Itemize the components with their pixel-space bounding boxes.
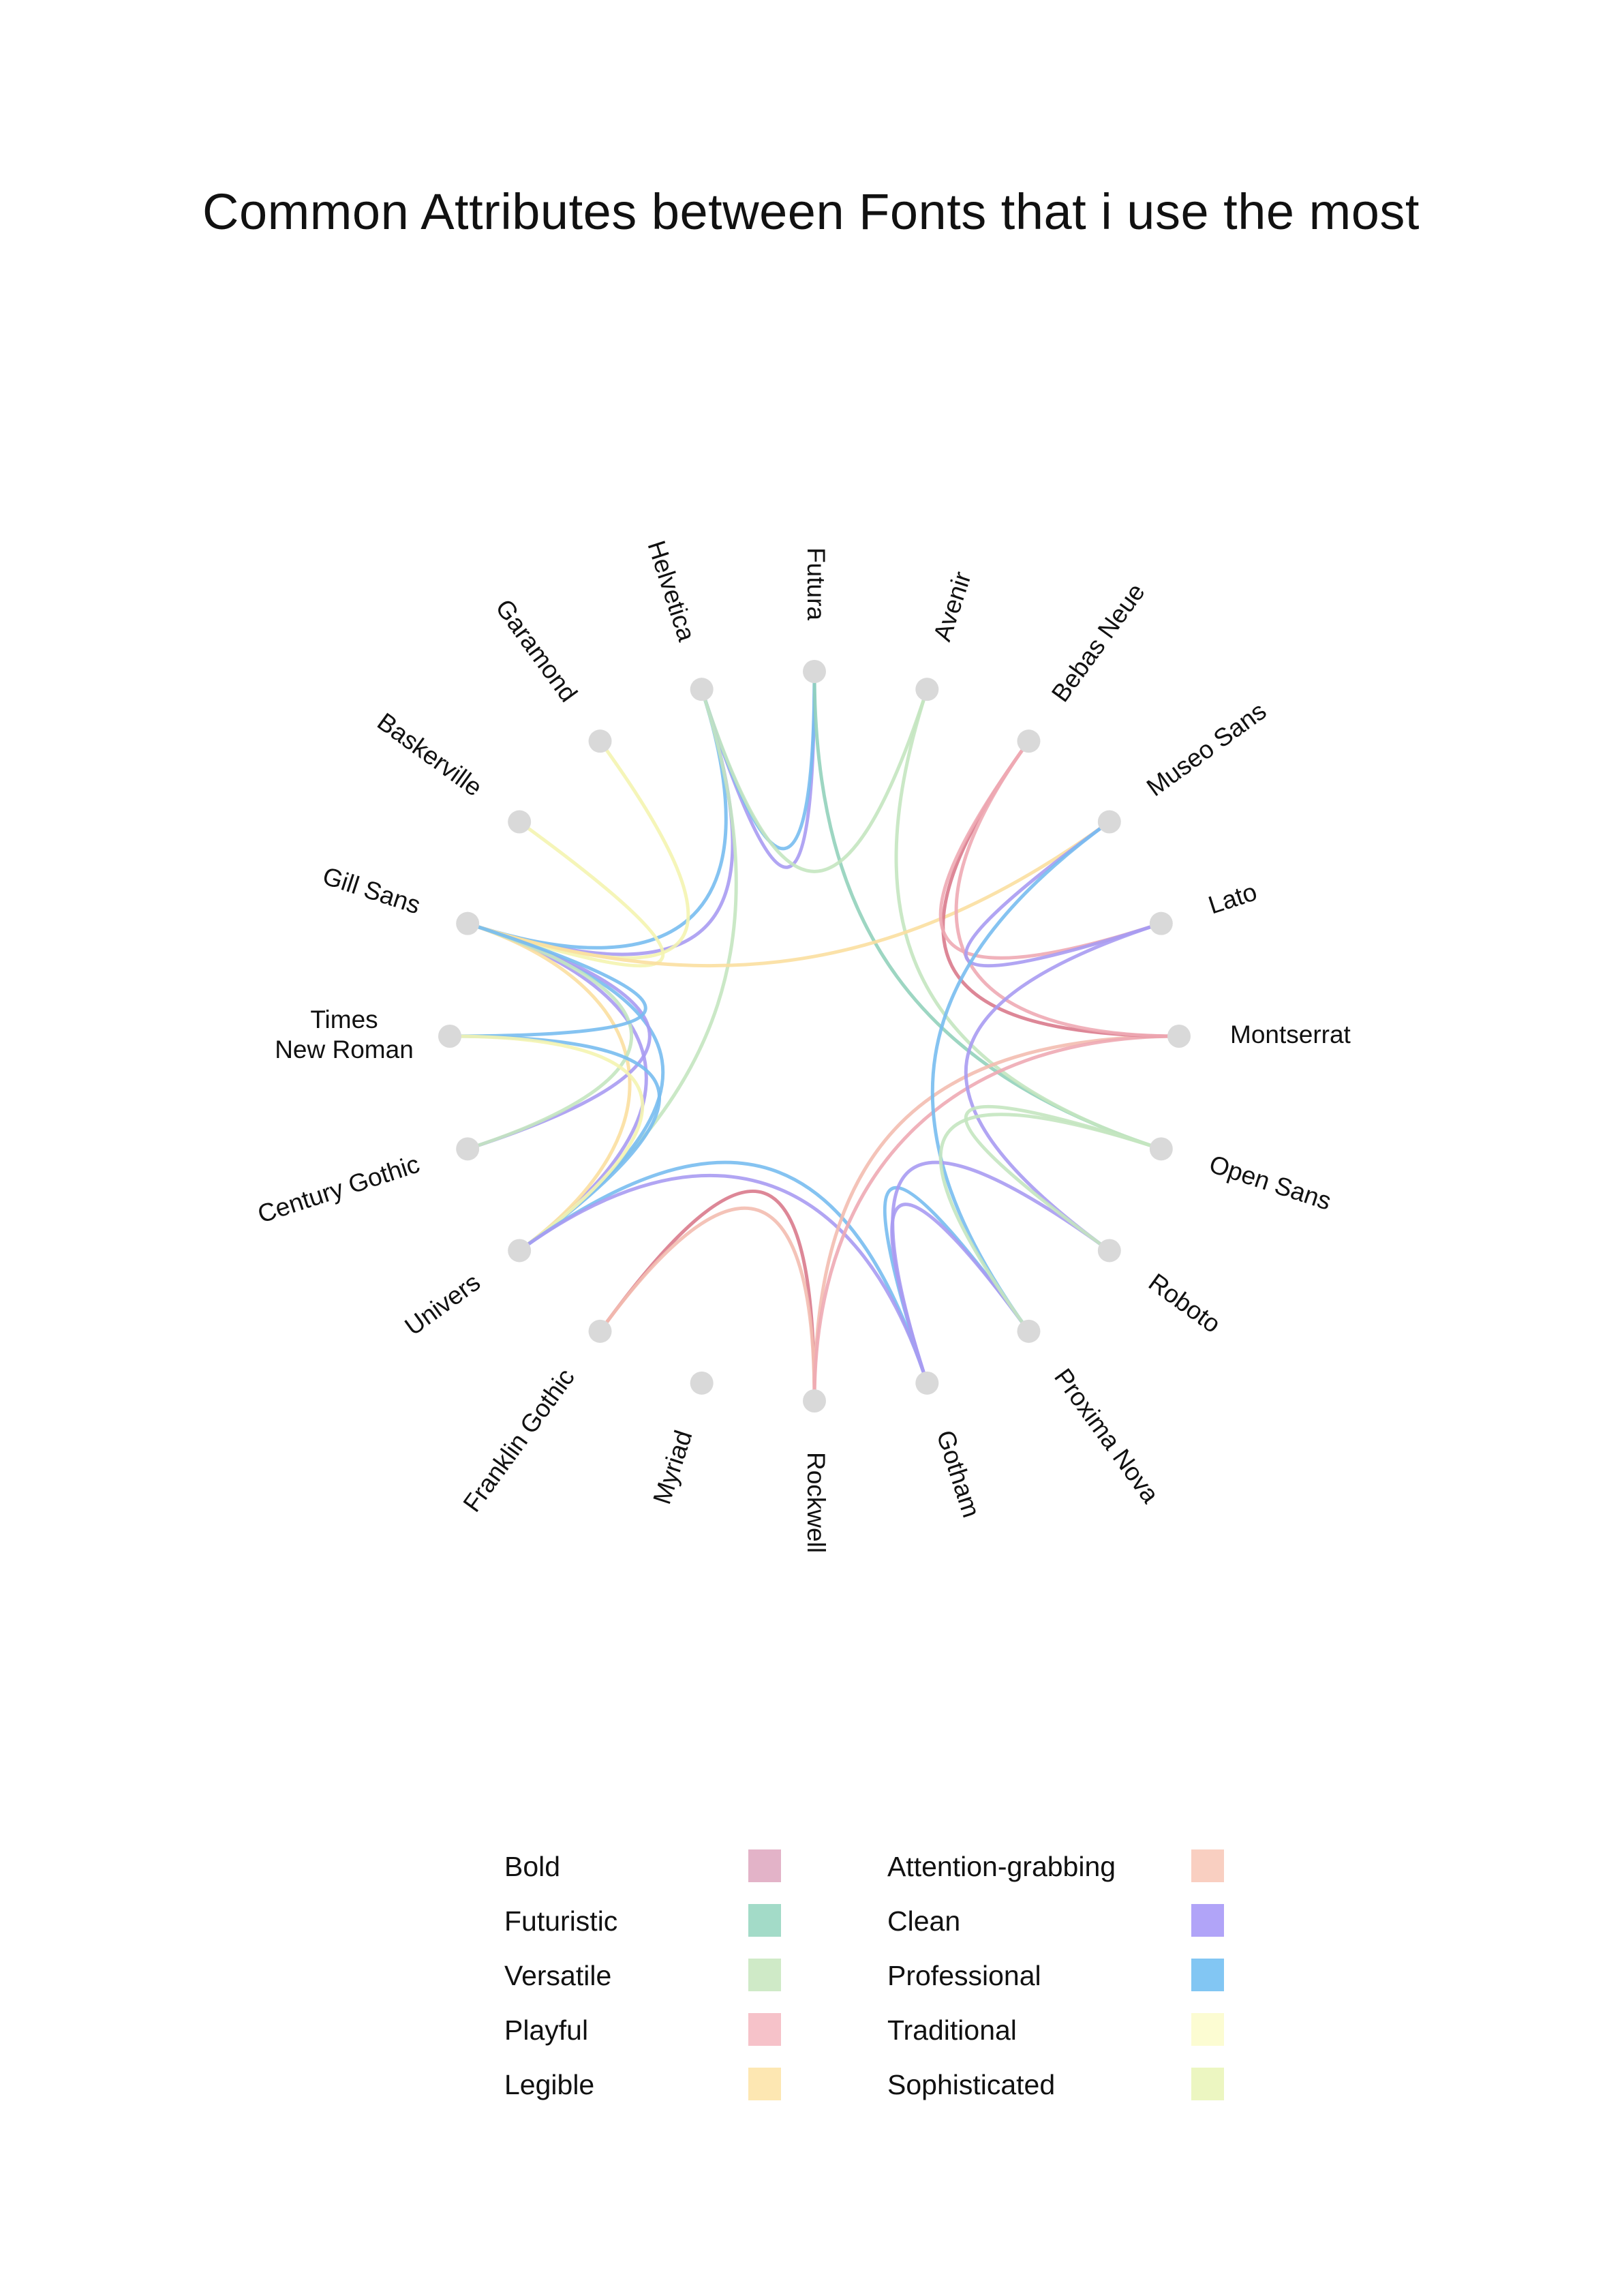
page-title: Common Attributes between Fonts that i u… <box>202 183 1420 240</box>
legend-label-clean: Clean <box>887 1905 961 1937</box>
node-baskerville <box>508 810 532 834</box>
link-franklin-gothic-rockwell-attention-grabbing <box>598 1206 816 1402</box>
node-franklin-gothic <box>588 1319 612 1343</box>
node-label-helvetica: Helvetica <box>643 537 701 645</box>
legend-swatch-clean <box>1191 1904 1224 1937</box>
node-label-baskerville: Baskerville <box>372 708 487 802</box>
link-museo-sans-gill-sans-legible <box>467 820 1111 968</box>
legend-swatch-versatile <box>748 1959 781 1991</box>
node-montserrat <box>1167 1025 1191 1048</box>
link-gill-sans-times-new-roman-professional <box>449 922 647 1038</box>
node-times-new-roman <box>438 1025 461 1048</box>
link-bebas-neue-montserrat-bold <box>941 740 1180 1038</box>
legend-label-professional: Professional <box>887 1960 1041 1991</box>
legend-label-futuristic: Futuristic <box>504 1905 618 1937</box>
node-label-century-gothic: Century Gothic <box>254 1149 423 1228</box>
link-museo-sans-proxima-nova-professional <box>930 820 1111 1333</box>
node-lato <box>1149 911 1173 935</box>
legend-label-bold: Bold <box>504 1851 561 1882</box>
legend-label-versatile: Versatile <box>504 1960 612 1991</box>
legend-swatch-bold <box>748 1849 781 1882</box>
node-futura <box>803 660 826 683</box>
node-label-montserrat: Montserrat <box>1230 1021 1351 1048</box>
link-gill-sans-century-gothic-clean <box>467 922 652 1151</box>
link-helvetica-gill-sans-professional <box>467 689 728 950</box>
legend-swatch-legible <box>748 2068 781 2100</box>
node-roboto <box>1097 1239 1121 1263</box>
node-avenir <box>915 678 939 701</box>
node-label-museo-sans: Museo Sans <box>1142 697 1271 802</box>
link-times-new-roman-univers-professional <box>449 1034 661 1252</box>
node-gotham <box>915 1371 939 1395</box>
link-baskerville-gill-sans-traditional <box>467 820 665 968</box>
link-bebas-neue-lato-playful <box>938 740 1162 960</box>
node-label-futura: Futura <box>802 547 830 620</box>
link-rockwell-montserrat-attention-grabbing <box>812 1034 1180 1402</box>
node-univers <box>508 1239 532 1263</box>
node-label-roboto: Roboto <box>1144 1268 1226 1338</box>
node-label-bebas-neue: Bebas Neue <box>1046 578 1150 707</box>
node-century-gothic <box>456 1137 480 1161</box>
node-proxima-nova <box>1017 1319 1041 1343</box>
node-label-myriad: Myriad <box>647 1427 697 1507</box>
link-lato-roboto-clean <box>964 922 1162 1252</box>
node-label-avenir: Avenir <box>928 569 976 645</box>
link-times-new-roman-univers-traditional <box>449 1034 645 1252</box>
node-label-franklin-gothic: Franklin Gothic <box>457 1363 579 1517</box>
link-museo-sans-lato-clean <box>964 820 1162 968</box>
node-rockwell <box>803 1389 826 1413</box>
nodes-layer <box>438 660 1191 1413</box>
link-helvetica-univers-versatile <box>518 689 738 1252</box>
link-univers-gotham-clean <box>518 1174 929 1384</box>
node-garamond <box>588 729 612 753</box>
link-univers-gotham-professional <box>518 1160 929 1384</box>
link-franklin-gothic-rockwell-bold <box>598 1190 816 1402</box>
node-label-lato: Lato <box>1205 877 1260 919</box>
legend-swatch-sophisticated <box>1191 2068 1224 2100</box>
node-museo-sans <box>1097 810 1121 834</box>
link-roboto-gotham-clean <box>891 1160 1111 1384</box>
node-open-sans <box>1149 1137 1173 1161</box>
link-garamond-gill-sans-traditional <box>467 740 690 960</box>
link-open-sans-roboto-versatile <box>964 1104 1162 1252</box>
links-layer <box>449 671 1180 1402</box>
node-label-rockwell: Rockwell <box>802 1452 830 1553</box>
node-label-times-new-roman: Times New Roman <box>275 1006 414 1063</box>
node-label-gill-sans: Gill Sans <box>320 862 424 920</box>
node-myriad <box>690 1371 714 1395</box>
legend-label-sophisticated: Sophisticated <box>887 2069 1056 2100</box>
legend-swatch-professional <box>1191 1959 1224 1991</box>
node-gill-sans <box>456 911 480 935</box>
link-proxima-nova-gotham-clean <box>890 1203 1030 1384</box>
legend-swatch-futuristic <box>748 1904 781 1937</box>
node-label-gotham: Gotham <box>932 1427 986 1521</box>
node-label-univers: Univers <box>399 1268 485 1341</box>
legend-label-playful: Playful <box>504 2014 589 2046</box>
legend-swatch-traditional <box>1191 2013 1224 2046</box>
legend-label-legible: Legible <box>504 2069 595 2100</box>
link-avenir-helvetica-versatile <box>700 689 929 873</box>
legend-swatch-playful <box>748 2013 781 2046</box>
link-open-sans-proxima-nova-versatile <box>938 1113 1162 1333</box>
legend-swatch-attention-grabbing <box>1191 1849 1224 1882</box>
link-gill-sans-univers-legible <box>467 922 632 1252</box>
link-gill-sans-century-gothic-versatile <box>467 922 633 1151</box>
node-helvetica <box>690 678 714 701</box>
node-bebas-neue <box>1017 729 1041 753</box>
node-label-proxima-nova: Proxima Nova <box>1049 1363 1165 1508</box>
legend-label-traditional: Traditional <box>887 2014 1017 2046</box>
legend-label-attention-grabbing: Attention-grabbing <box>887 1851 1116 1882</box>
node-label-garamond: Garamond <box>490 594 583 707</box>
node-label-open-sans: Open Sans <box>1206 1149 1335 1215</box>
link-gill-sans-univers-clean <box>467 922 648 1252</box>
link-avenir-open-sans-versatile <box>894 689 1162 1151</box>
link-rockwell-montserrat-playful <box>812 1034 1180 1402</box>
